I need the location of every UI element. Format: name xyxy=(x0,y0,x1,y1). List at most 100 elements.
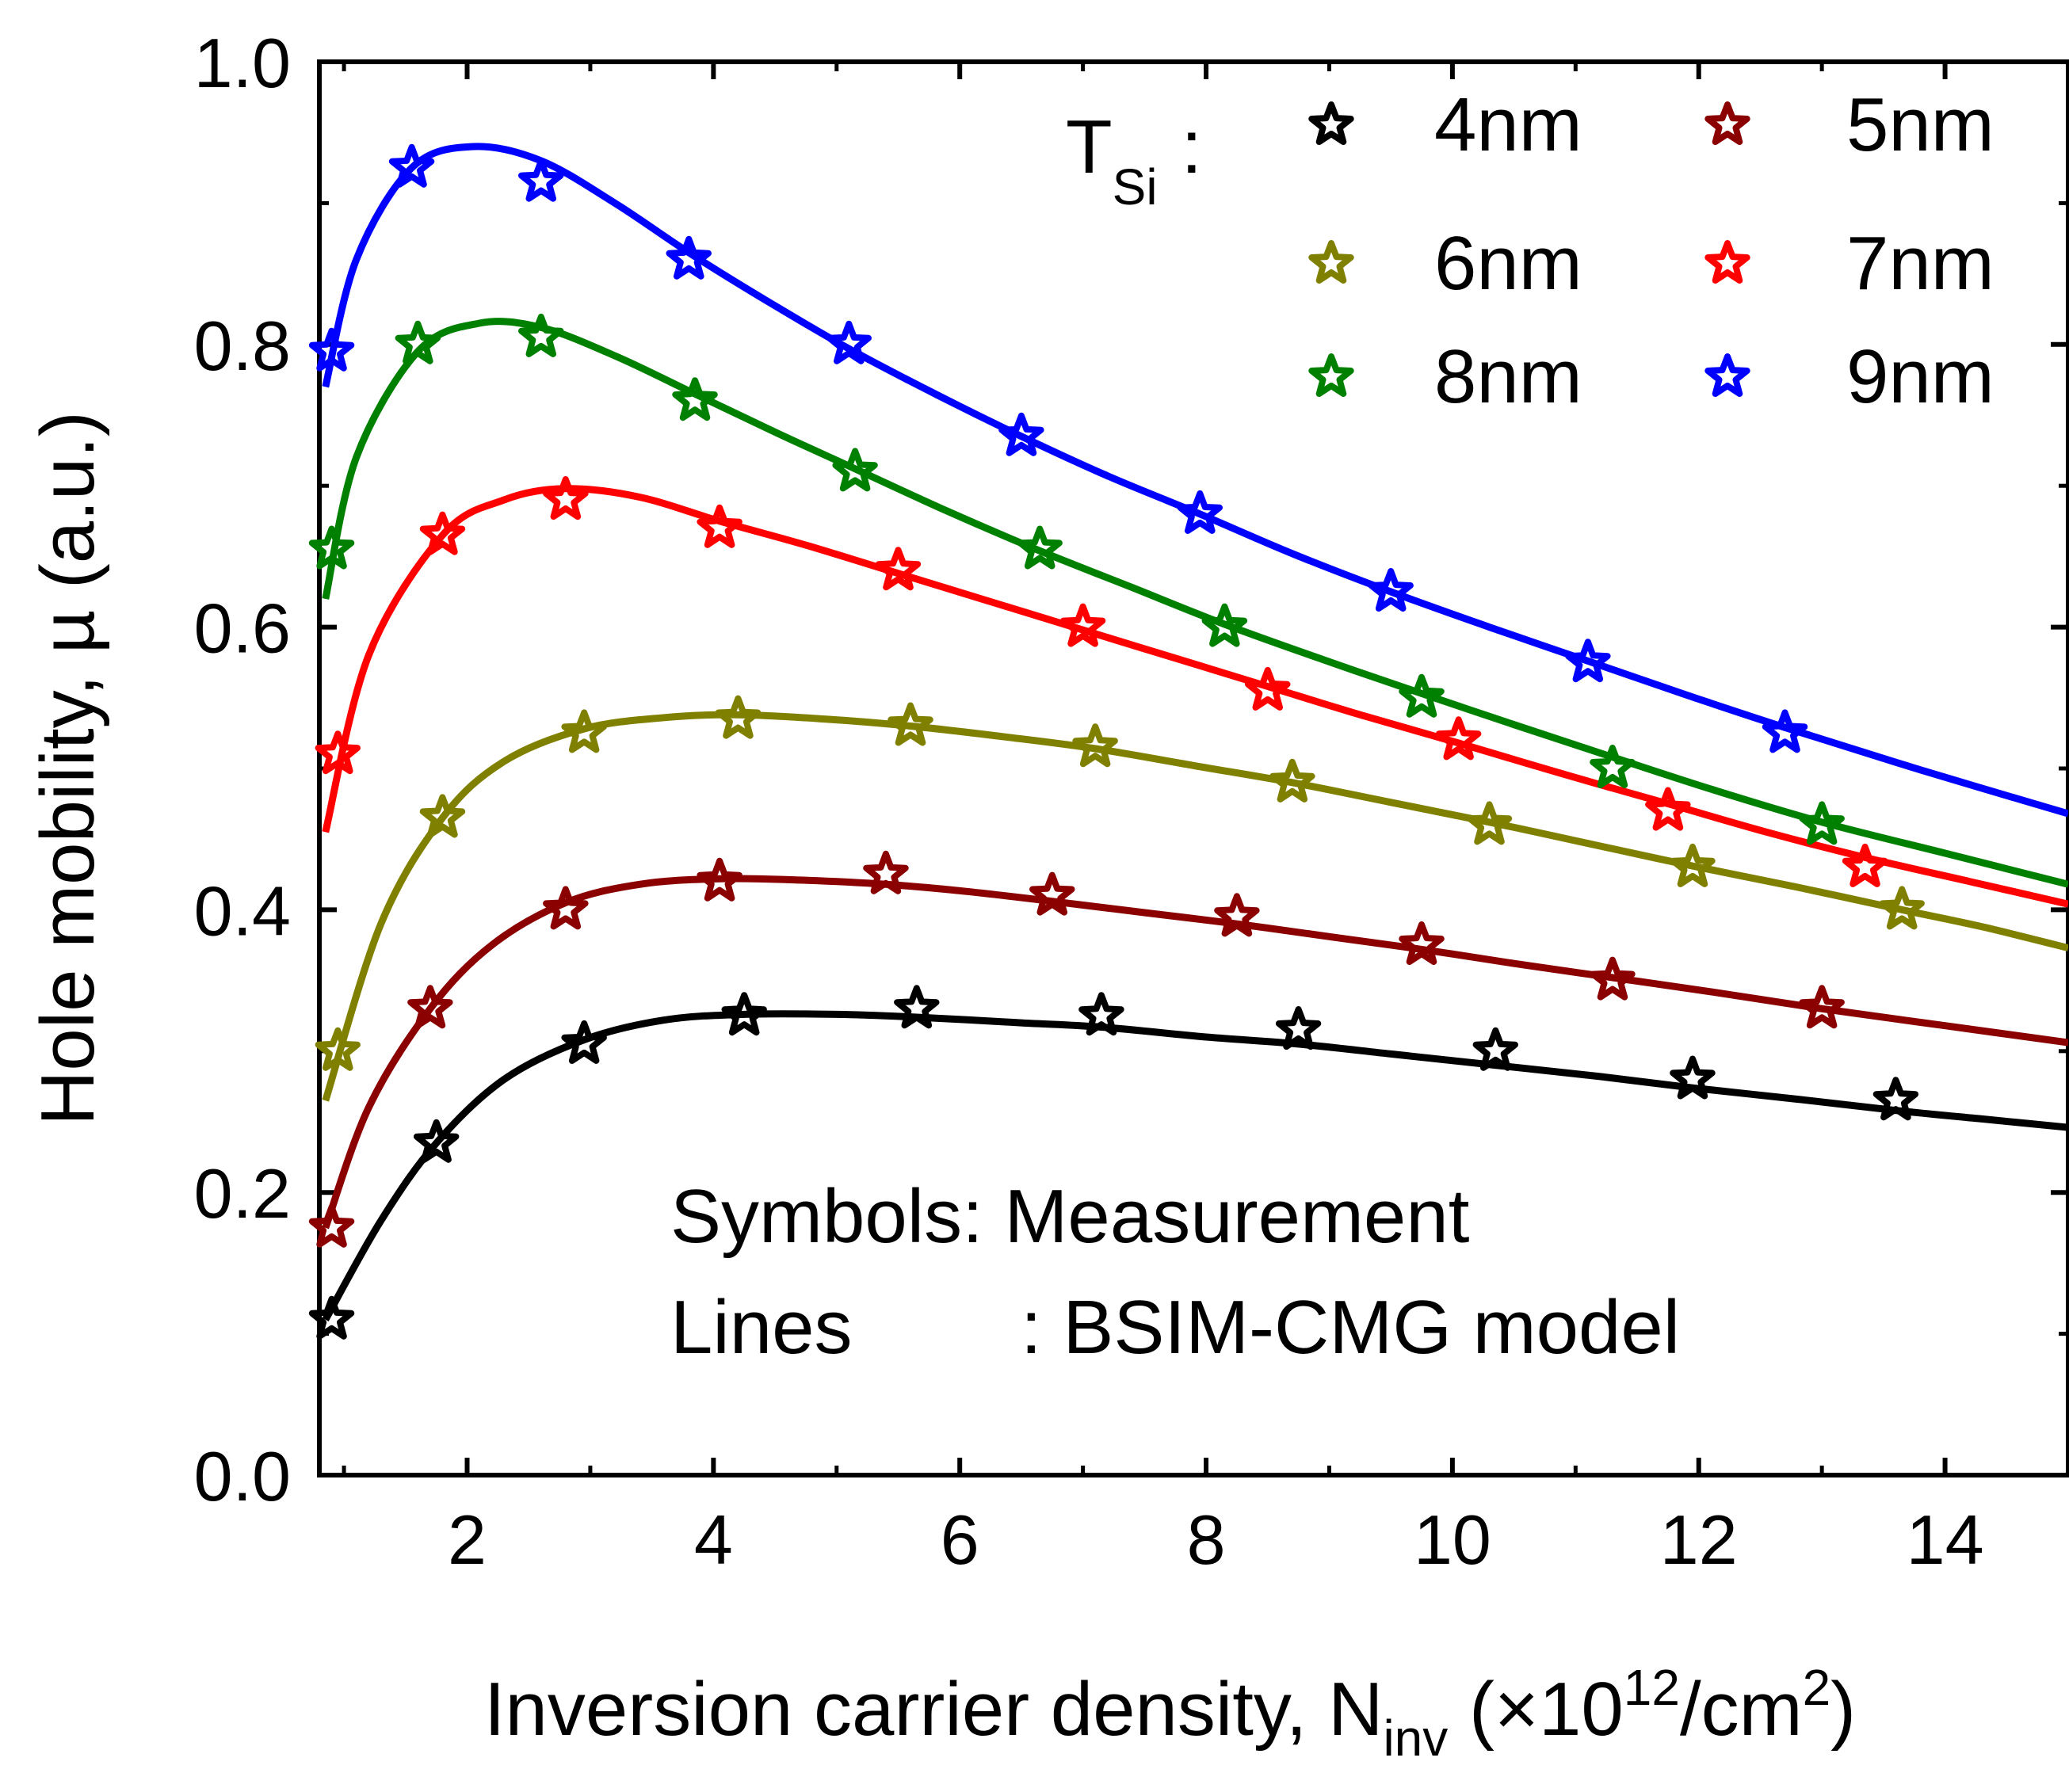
marker-4nm xyxy=(894,985,940,1029)
legend-title-sub: Si xyxy=(1113,158,1158,215)
legend-label: 7nm xyxy=(1846,221,1995,306)
marker-6nm xyxy=(315,1027,361,1071)
series-9nm xyxy=(308,143,2068,818)
marker-5nm xyxy=(697,857,742,902)
legend-marker-8nm xyxy=(1308,353,1354,397)
y-axis-title: Hole mobility, µ (a.u.) xyxy=(25,411,110,1126)
marker-7nm xyxy=(419,511,466,555)
x-tick-label: 8 xyxy=(1187,1500,1226,1579)
marker-4nm xyxy=(1275,1006,1322,1050)
marker-9nm xyxy=(518,158,564,202)
marker-8nm xyxy=(672,377,718,421)
y-tick-label: 1.0 xyxy=(194,24,291,102)
x-axis-title-tail1: (×10 xyxy=(1448,1667,1623,1752)
marker-5nm xyxy=(1590,956,1636,1001)
marker-6nm xyxy=(1879,886,1925,930)
y-tick-label: 0.4 xyxy=(194,871,291,950)
marker-5nm xyxy=(308,1203,355,1248)
x-axis-title-sup2: 2 xyxy=(1803,1659,1831,1716)
marker-6nm xyxy=(561,709,607,753)
series-6nm xyxy=(315,695,2068,1102)
marker-8nm xyxy=(1590,745,1636,788)
marker-4nm xyxy=(1670,1055,1716,1100)
marker-9nm xyxy=(1762,709,1808,753)
marker-5nm xyxy=(863,850,909,894)
marker-5nm xyxy=(543,886,589,930)
annotation: Symbols: Measurement Lines : BSIM-CMG mo… xyxy=(670,1174,1680,1370)
series-8nm xyxy=(308,313,2068,888)
marker-5nm xyxy=(1214,893,1260,937)
marker-5nm xyxy=(1799,985,1845,1029)
marker-9nm xyxy=(308,327,355,372)
marker-9nm xyxy=(998,412,1044,456)
marker-6nm xyxy=(1670,843,1716,887)
marker-5nm xyxy=(1399,921,1445,965)
y-tick-label: 0.8 xyxy=(194,307,291,385)
annotation-line1: Symbols: Measurement xyxy=(670,1174,1469,1259)
marker-4nm xyxy=(308,1295,355,1340)
marker-8nm xyxy=(1201,603,1248,647)
x-axis-title: Inversion carrier density, Ninv (×1012/c… xyxy=(484,1659,1856,1767)
axis-ticks: 2 4 6 8 10 12 14 0.0 0.2 0.4 0.6 0.8 1.0 xyxy=(194,24,2069,1579)
marker-8nm xyxy=(1799,801,1845,845)
x-tick-label: 6 xyxy=(941,1500,979,1579)
marker-4nm xyxy=(1078,992,1124,1036)
model-line-9nm xyxy=(322,143,2068,818)
marker-7nm xyxy=(315,730,361,775)
legend-label: 8nm xyxy=(1434,334,1582,419)
annotation-line2-label: Lines xyxy=(670,1285,853,1370)
legend-marker-6nm xyxy=(1308,240,1354,284)
y-tick-label: 0.2 xyxy=(194,1154,291,1233)
marker-5nm xyxy=(1029,871,1075,916)
series-layer xyxy=(308,143,2068,1340)
legend-label: 4nm xyxy=(1434,82,1582,167)
x-tick-label: 14 xyxy=(1907,1500,1984,1579)
y-tick-label: 0.0 xyxy=(194,1437,291,1516)
marker-7nm xyxy=(1645,787,1691,831)
annotation-line2-value: : BSIM-CMG model xyxy=(1021,1285,1680,1370)
marker-8nm xyxy=(1017,525,1063,570)
legend-marker-5nm xyxy=(1704,101,1750,145)
marker-9nm xyxy=(388,143,435,188)
model-line-8nm xyxy=(322,318,2068,888)
marker-8nm xyxy=(308,525,355,570)
marker-6nm xyxy=(1466,801,1513,845)
marker-7nm xyxy=(1842,843,1888,887)
marker-7nm xyxy=(697,504,742,548)
marker-8nm xyxy=(518,313,564,357)
legend-label: 9nm xyxy=(1846,334,1995,419)
marker-4nm xyxy=(1472,1027,1518,1071)
legend-label: 5nm xyxy=(1846,82,1995,167)
legend: TSi: 4nm 5nm 6nm 7nm 8nm 9nm xyxy=(1066,82,1995,419)
marker-9nm xyxy=(826,320,872,364)
marker-8nm xyxy=(832,448,878,492)
series-7nm xyxy=(315,476,2068,908)
legend-title-colon: : xyxy=(1181,105,1203,189)
marker-9nm xyxy=(666,235,712,280)
marker-7nm xyxy=(1059,603,1106,647)
marker-6nm xyxy=(1072,723,1118,768)
marker-8nm xyxy=(395,320,441,364)
x-axis-title-main: Inversion carrier density, N xyxy=(484,1667,1384,1752)
marker-6nm xyxy=(1269,758,1315,803)
model-line-6nm xyxy=(322,711,2068,1102)
marker-7nm xyxy=(875,547,922,591)
x-tick-label: 2 xyxy=(448,1500,487,1579)
legend-title-main: T xyxy=(1066,105,1113,189)
marker-4nm xyxy=(561,1020,607,1064)
marker-7nm xyxy=(543,476,589,520)
marker-8nm xyxy=(1399,673,1445,718)
marker-9nm xyxy=(1177,490,1223,534)
legend-title: TSi: xyxy=(1066,105,1202,215)
marker-5nm xyxy=(407,985,453,1029)
x-tick-label: 10 xyxy=(1414,1500,1491,1579)
x-axis-title-tail3: ) xyxy=(1830,1667,1856,1752)
marker-6nm xyxy=(715,695,762,739)
legend-label: 6nm xyxy=(1434,221,1582,306)
series-5nm xyxy=(308,850,2068,1248)
marker-6nm xyxy=(888,702,933,746)
marker-9nm xyxy=(1368,568,1414,612)
marker-6nm xyxy=(419,794,466,838)
x-tick-label: 12 xyxy=(1660,1500,1738,1579)
